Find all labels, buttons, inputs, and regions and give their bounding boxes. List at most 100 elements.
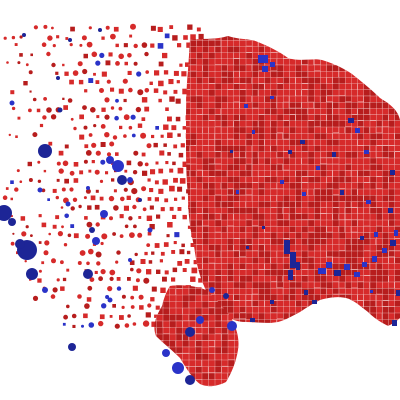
county-tile xyxy=(338,257,346,264)
county-tile xyxy=(276,281,284,288)
county-tile xyxy=(208,257,216,264)
county-tile xyxy=(338,64,346,72)
county-dot xyxy=(38,269,42,273)
county-dot xyxy=(149,224,155,230)
county-tile xyxy=(233,195,241,202)
county-tile xyxy=(394,188,400,196)
county-tile xyxy=(270,319,277,326)
county-tile xyxy=(186,95,191,103)
county-tile xyxy=(382,306,389,314)
county-tile xyxy=(208,226,216,233)
county-tile xyxy=(221,95,229,104)
county-dot xyxy=(193,260,198,265)
county-tile xyxy=(202,207,210,214)
county-tile xyxy=(208,207,216,215)
county-tile xyxy=(214,164,222,171)
county-tile xyxy=(332,312,341,320)
county-tile xyxy=(221,151,229,159)
county-tile xyxy=(233,52,240,59)
county-tile xyxy=(369,151,377,159)
county-tile xyxy=(382,201,390,209)
county-tile xyxy=(301,157,309,165)
county-tile xyxy=(252,95,259,103)
democratic-county xyxy=(300,140,305,144)
county-tile xyxy=(245,325,254,326)
county-tile xyxy=(276,145,284,152)
county-dot xyxy=(185,62,190,67)
county-tile xyxy=(227,269,235,276)
county-tile xyxy=(369,281,377,289)
county-tile xyxy=(369,52,378,60)
county-dot xyxy=(91,142,97,148)
county-tile xyxy=(382,219,389,227)
county-tile xyxy=(363,300,371,307)
county-tile xyxy=(233,226,241,233)
county-tile xyxy=(357,182,364,190)
county-tile xyxy=(202,52,210,60)
county-tile xyxy=(258,232,266,239)
county-tile xyxy=(188,340,196,349)
democratic-county xyxy=(56,76,60,80)
county-tile xyxy=(239,226,246,233)
county-tile xyxy=(190,114,197,121)
county-tile xyxy=(382,83,390,91)
county-tile xyxy=(245,176,253,184)
county-tile xyxy=(351,188,358,196)
county-tile xyxy=(307,294,315,302)
county-dot xyxy=(177,186,183,192)
county-dot xyxy=(133,43,138,49)
county-tile xyxy=(326,213,333,221)
democratic-county xyxy=(138,198,142,202)
county-dot xyxy=(146,143,152,149)
county-dot xyxy=(147,231,152,236)
county-tile xyxy=(295,188,302,196)
county-tile xyxy=(332,201,340,208)
county-tile xyxy=(301,120,309,128)
county-tile xyxy=(376,238,383,246)
county-dot xyxy=(77,61,83,67)
county-tile xyxy=(314,332,321,338)
county-tile xyxy=(338,52,346,59)
county-dot xyxy=(50,294,56,299)
county-tile xyxy=(338,151,346,159)
county-dot xyxy=(8,133,11,137)
county-tile xyxy=(394,114,400,121)
county-tile xyxy=(345,89,353,97)
county-tile xyxy=(369,157,377,165)
county-tile xyxy=(363,102,370,109)
county-tile xyxy=(357,40,365,48)
county-tile xyxy=(363,207,370,215)
county-tile xyxy=(295,83,303,91)
county-dot xyxy=(30,53,33,57)
county-dot xyxy=(56,35,60,39)
county-dot xyxy=(98,320,104,327)
county-tile xyxy=(201,359,209,367)
county-dot xyxy=(158,168,164,174)
county-tile xyxy=(227,207,235,214)
democratic-county xyxy=(26,268,38,280)
county-tile xyxy=(196,108,203,115)
county-tile xyxy=(233,176,241,183)
county-tile xyxy=(338,126,345,134)
county-dot xyxy=(24,260,27,263)
county-tile xyxy=(314,77,321,85)
county-tile xyxy=(252,182,259,190)
county-tile xyxy=(345,288,352,295)
county-tile xyxy=(369,244,377,252)
county-tile xyxy=(227,346,235,355)
county-tile xyxy=(394,306,400,314)
county-dot xyxy=(118,53,124,60)
county-tile xyxy=(239,263,247,270)
county-tile xyxy=(332,83,340,91)
county-tile xyxy=(182,314,190,321)
county-dot xyxy=(136,268,142,274)
county-tile xyxy=(154,372,158,380)
county-tile xyxy=(227,108,234,116)
county-tile xyxy=(314,71,321,78)
county-tile xyxy=(283,40,290,47)
county-tile xyxy=(264,263,272,270)
county-tile xyxy=(276,46,283,54)
county-tile xyxy=(182,288,190,296)
county-tile xyxy=(326,281,334,289)
county-tile xyxy=(345,102,352,109)
